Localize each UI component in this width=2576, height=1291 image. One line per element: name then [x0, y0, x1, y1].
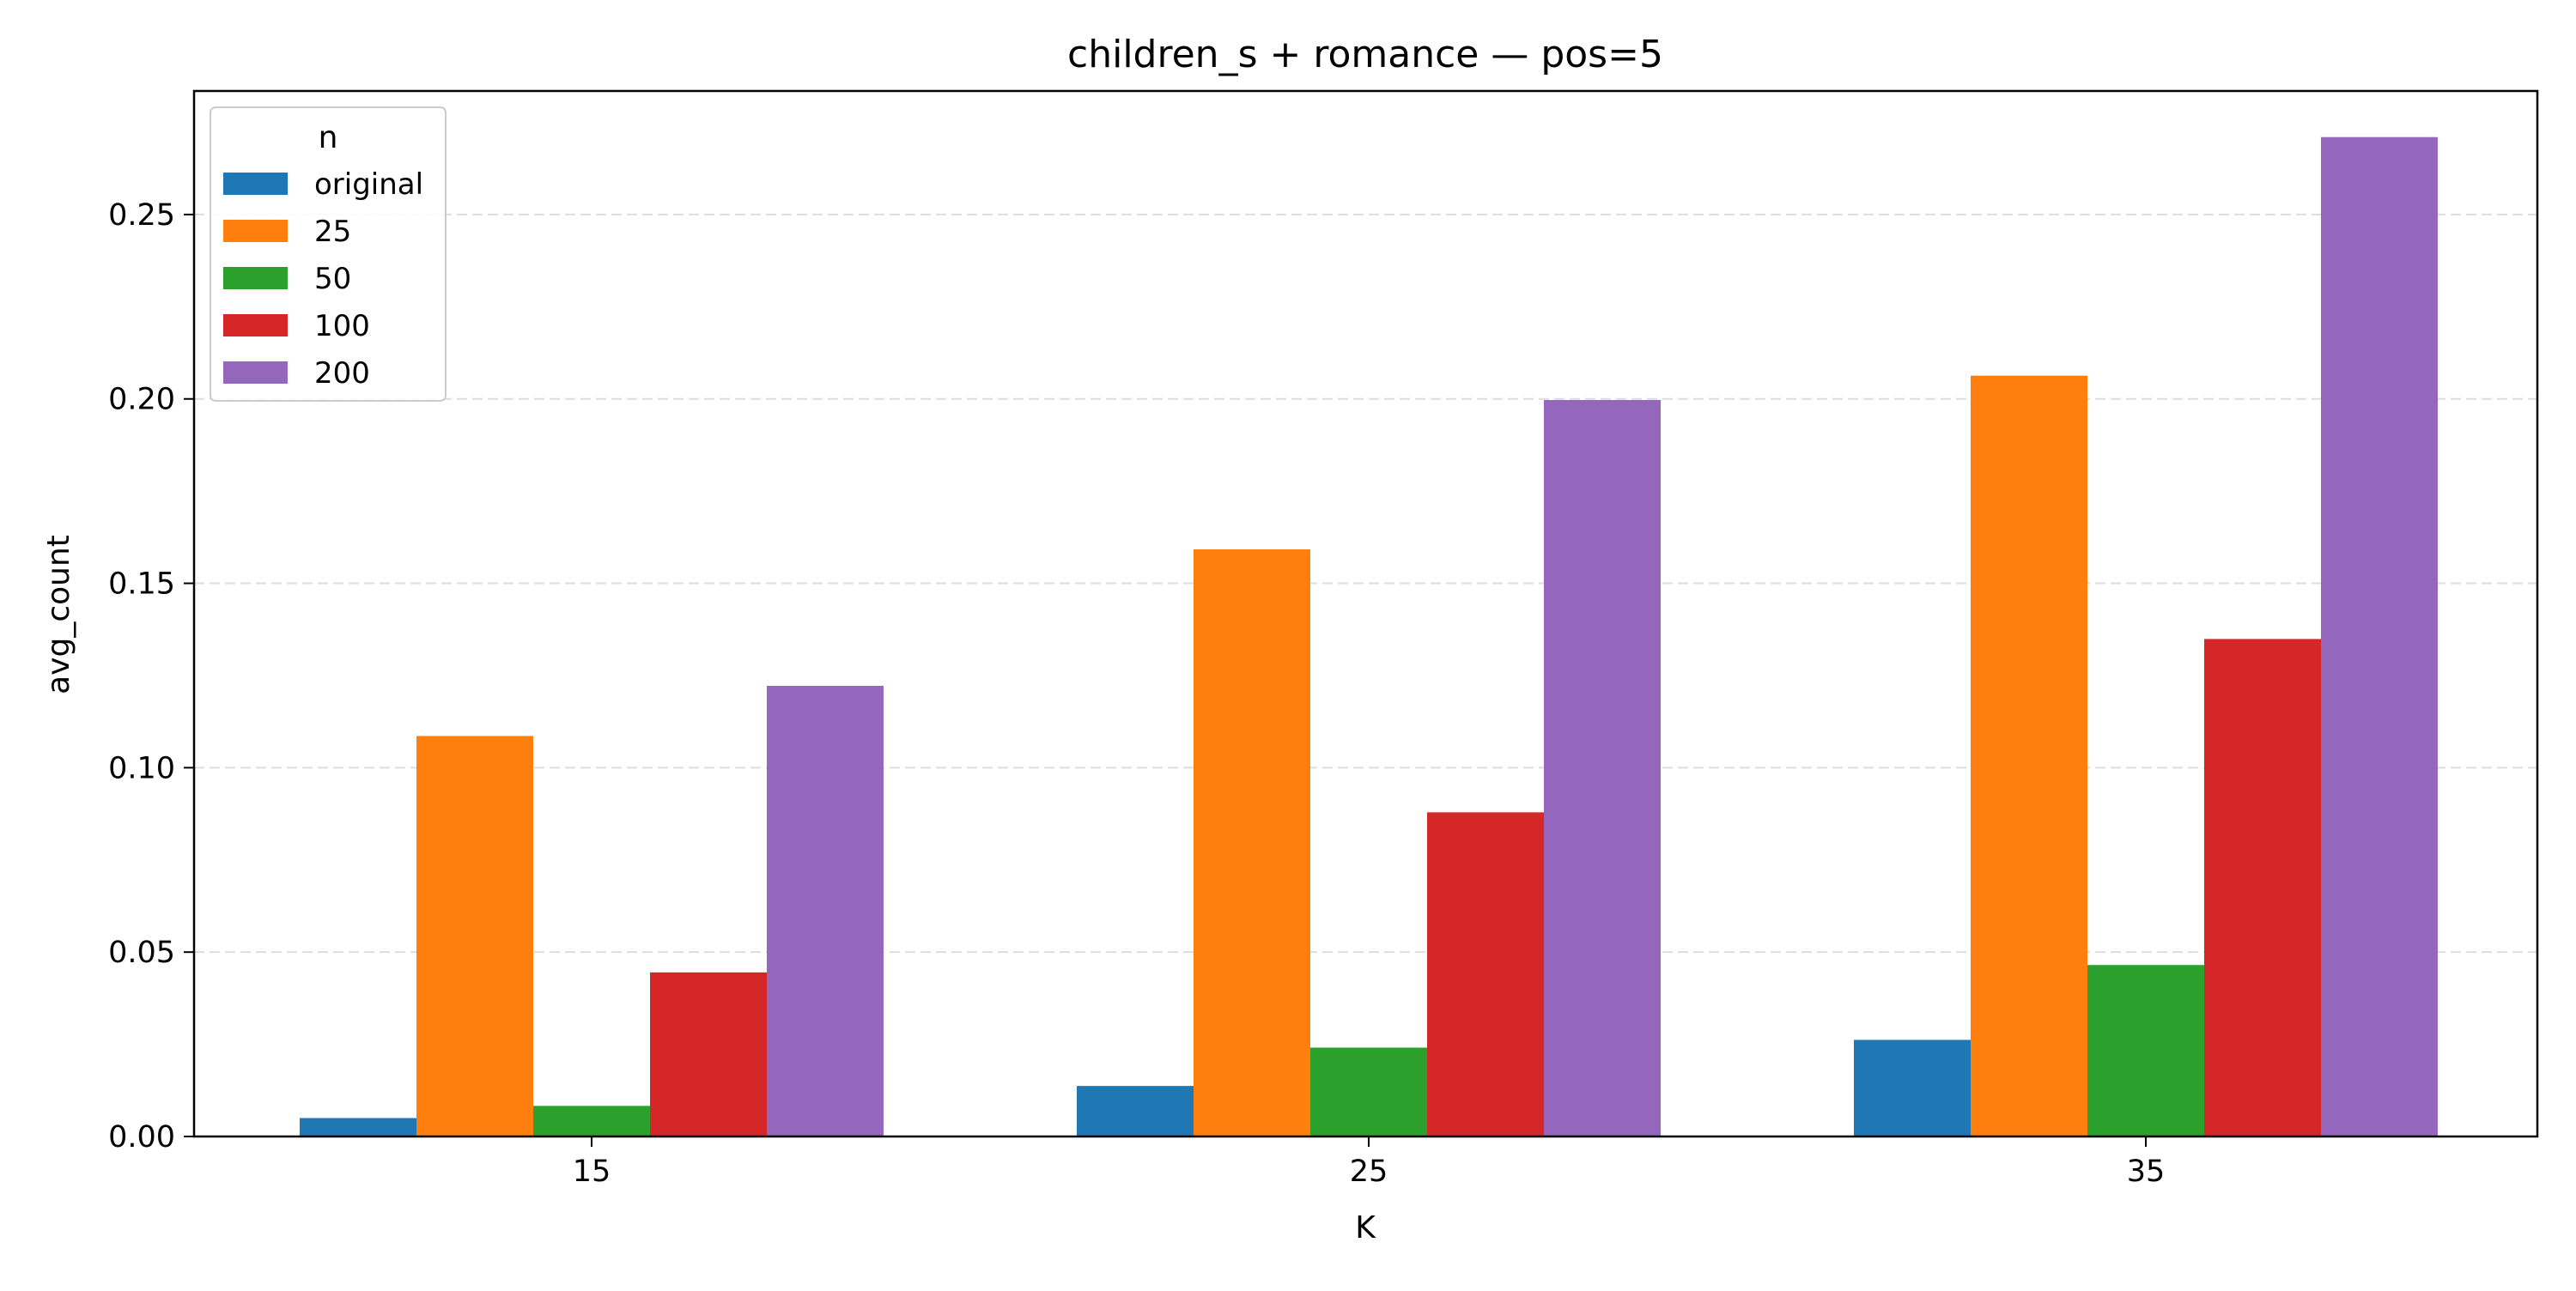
y-tick-label: 0.00 [108, 1120, 175, 1155]
legend-swatch-50 [223, 267, 288, 289]
y-tick-label: 0.25 [108, 198, 175, 233]
bar-original-k25 [1077, 1086, 1194, 1136]
bar-original-k35 [1854, 1039, 1971, 1136]
bar-25-k35 [1971, 375, 2087, 1136]
bar-50-k15 [533, 1106, 650, 1136]
plot-area-frame [192, 89, 2539, 1138]
x-tick-label: 25 [1350, 1155, 1388, 1189]
y-axis-ticks: 0.00 0.05 0.10 0.15 0.20 0.25 [108, 198, 194, 1155]
y-tick-label: 0.05 [108, 936, 175, 970]
x-axis-ticks: 15 25 35 [573, 1136, 2166, 1189]
legend-label-25: 25 [314, 215, 351, 249]
legend-title: n [319, 120, 338, 155]
bar-50-k25 [1310, 1047, 1427, 1136]
y-axis-label: avg_count [41, 535, 76, 694]
bar-100-k35 [2204, 639, 2321, 1136]
bar-100-k15 [650, 972, 767, 1136]
legend-label-50: 50 [314, 262, 351, 296]
grid-lines [194, 213, 2537, 954]
legend: n original 25 50 100 200 [210, 106, 447, 402]
bar-original-k15 [300, 1118, 416, 1136]
legend-swatch-100 [223, 314, 288, 336]
bar-100-k25 [1427, 812, 1544, 1136]
bar-200-k15 [767, 685, 884, 1136]
legend-label-200: 200 [314, 356, 370, 391]
legend-swatch-original [223, 173, 288, 195]
bar-25-k15 [416, 736, 533, 1136]
legend-label-original: original [314, 167, 423, 202]
bars [300, 136, 2438, 1136]
bar-200-k25 [1544, 400, 1661, 1136]
x-axis-label: K [1355, 1210, 1376, 1246]
chart-title: children_s + romance — pos=5 [1067, 33, 1663, 76]
x-tick-label: 35 [2127, 1155, 2166, 1189]
bar-200-k35 [2321, 136, 2438, 1136]
bar-25-k25 [1194, 549, 1310, 1136]
legend-label-100: 100 [314, 309, 370, 343]
y-tick-label: 0.20 [108, 383, 175, 417]
legend-swatch-200 [223, 361, 288, 384]
y-tick-label: 0.10 [108, 751, 175, 785]
legend-swatch-25 [223, 220, 288, 242]
bar-50-k35 [2087, 965, 2204, 1136]
y-tick-label: 0.15 [108, 567, 175, 602]
x-tick-label: 15 [573, 1155, 611, 1189]
